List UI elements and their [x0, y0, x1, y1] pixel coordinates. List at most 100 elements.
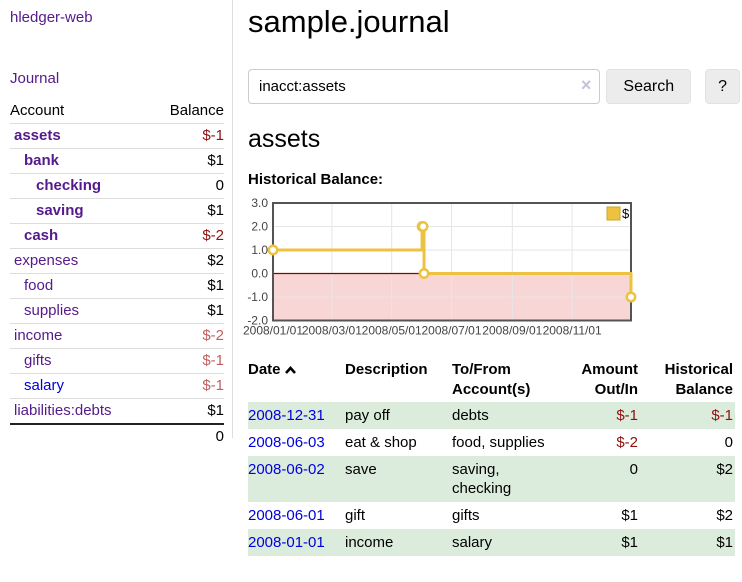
transaction-date-link[interactable]: 2008-12-31 — [248, 407, 325, 424]
register-column-amount: Amount Out/In — [581, 361, 638, 398]
svg-text:0.0: 0.0 — [251, 267, 268, 281]
transaction-accounts: debts — [452, 407, 489, 424]
account-row: checking 0 — [10, 173, 224, 199]
chart-svg[interactable]: 3.0 2.0 1.0 0.0 -1.0 -2.02008/01/012008/03/01… — [242, 196, 640, 341]
transaction-date-link[interactable]: 2008-06-02 — [248, 461, 325, 478]
register-row: 2008-06-02 save saving, checking 0 $2 — [248, 456, 735, 502]
register-row: 2008-06-03 eat & shop food, supplies $-2… — [248, 429, 735, 456]
search-input[interactable] — [248, 69, 601, 104]
transaction-accounts: gifts — [452, 507, 480, 524]
main-content: sample.journal × Search ? assets Histori… — [243, 0, 740, 556]
transaction-amount: $1 — [621, 507, 638, 524]
svg-text:2008/03/01: 2008/03/01 — [302, 324, 362, 338]
register-column-date[interactable]: Date — [248, 358, 345, 402]
account-link-expenses[interactable]: expenses — [14, 252, 79, 269]
transaction-amount: $-2 — [616, 434, 638, 451]
account-row: supplies $1 — [10, 298, 224, 324]
transaction-accounts: saving, checking — [452, 461, 512, 497]
accounts-header-account: Account — [10, 102, 65, 119]
historical-balance-chart[interactable]: 3.0 2.0 1.0 0.0 -1.0 -2.0 2008/01/01 2008/03/01… — [242, 196, 740, 345]
register-header-row: Date Description To/From Account(s) Amou… — [248, 358, 735, 402]
account-row: cash $-2 — [10, 223, 224, 249]
transaction-accounts: salary — [452, 534, 493, 551]
account-link-food[interactable]: food — [24, 277, 54, 294]
account-balance: $-1 — [202, 352, 224, 369]
account-row: food $1 — [10, 273, 224, 299]
svg-text:2008/01/01: 2008/01/01 — [243, 324, 303, 338]
sort-ascending-icon — [284, 361, 297, 381]
account-balance: $1 — [207, 302, 224, 319]
nav-journal-link[interactable]: Journal — [10, 70, 60, 87]
svg-text:$: $ — [622, 206, 630, 221]
brand-link[interactable]: hledger-web — [10, 9, 93, 26]
account-link-assets[interactable]: assets — [14, 127, 61, 144]
account-row: liabilities:debts $1 — [10, 398, 224, 425]
transaction-description: pay off — [345, 407, 390, 424]
register-column-description: Description — [345, 361, 428, 378]
account-balance: $-2 — [202, 227, 224, 244]
date-column-label: Date — [248, 361, 281, 378]
account-link-cash[interactable]: cash — [24, 227, 59, 244]
svg-text:3.0: 3.0 — [251, 197, 268, 210]
svg-text:-1.0: -1.0 — [247, 290, 268, 304]
svg-text:1.0: 1.0 — [251, 243, 268, 257]
svg-text:2.0: 2.0 — [251, 220, 268, 234]
svg-text:2008/09/01: 2008/09/01 — [482, 324, 542, 338]
register-column-balance: Historical Balance — [664, 361, 733, 398]
transaction-balance: $-1 — [711, 407, 733, 424]
account-link-supplies[interactable]: supplies — [24, 302, 80, 319]
transaction-date-link[interactable]: 2008-01-01 — [248, 534, 325, 551]
accounts-total: 0 — [215, 428, 224, 445]
account-balance: $2 — [207, 252, 224, 269]
account-heading: assets — [248, 125, 321, 153]
transaction-balance: $1 — [716, 534, 733, 551]
svg-text:2008/07/01: 2008/07/01 — [421, 324, 481, 338]
register-column-tofrom: To/From Account(s) — [452, 361, 531, 398]
account-link-gifts[interactable]: gifts — [24, 352, 52, 369]
account-link-saving[interactable]: saving — [36, 202, 84, 219]
account-balance: $-1 — [202, 377, 224, 394]
transaction-balance: $2 — [716, 507, 733, 524]
transaction-date-link[interactable]: 2008-06-03 — [248, 434, 325, 451]
search-button[interactable]: Search — [606, 69, 692, 104]
account-balance: 0 — [215, 177, 224, 194]
account-link-income[interactable]: income — [14, 327, 63, 344]
chart-title: Historical Balance: — [248, 171, 384, 188]
account-row: saving $1 — [10, 198, 224, 224]
accounts-header-row: Account Balance — [10, 99, 224, 124]
search-bar: × Search ? — [248, 69, 740, 104]
account-balance: $1 — [207, 202, 224, 219]
accounts-header-balance: Balance — [169, 102, 224, 119]
accounts-total-row: 0 — [10, 424, 224, 449]
account-balance: $1 — [207, 402, 224, 419]
transaction-date-link[interactable]: 2008-06-01 — [248, 507, 325, 524]
svg-text:2008/11/01: 2008/11/01 — [543, 324, 602, 338]
account-row: bank $1 — [10, 148, 224, 174]
account-row: assets $-1 — [10, 123, 224, 149]
register-row: 2008-06-01 gift gifts $1 $2 — [248, 502, 735, 529]
register-row: 2008-01-01 income salary $1 $1 — [248, 529, 735, 556]
transaction-description: gift — [345, 507, 366, 524]
clear-search-icon[interactable]: × — [580, 75, 592, 95]
transaction-accounts: food, supplies — [452, 434, 545, 451]
accounts-table: Account Balance assets $-1 bank $1 check… — [10, 99, 224, 449]
account-link-checking[interactable]: checking — [36, 177, 102, 194]
transaction-balance: $2 — [716, 461, 733, 478]
transaction-description: income — [345, 534, 394, 551]
sidebar: hledger-web Journal Account Balance asse… — [0, 0, 233, 445]
account-row: salary $-1 — [10, 373, 224, 399]
account-balance: $1 — [207, 277, 224, 294]
account-link-salary[interactable]: salary — [24, 377, 65, 394]
transaction-description: save — [345, 461, 377, 478]
transaction-balance: 0 — [724, 434, 733, 451]
account-link-bank[interactable]: bank — [24, 152, 60, 169]
account-balance: $-2 — [202, 327, 224, 344]
account-balance: $1 — [207, 152, 224, 169]
account-link-liabilities-debts[interactable]: liabilities:debts — [14, 402, 112, 419]
register-row: 2008-12-31 pay off debts $-1 $-1 — [248, 402, 735, 429]
help-button[interactable]: ? — [705, 69, 740, 104]
svg-text:-2.0: -2.0 — [247, 314, 268, 328]
register-table: Date Description To/From Account(s) Amou… — [248, 358, 735, 556]
transaction-amount: $-1 — [616, 407, 638, 424]
transaction-amount: $1 — [621, 534, 638, 551]
